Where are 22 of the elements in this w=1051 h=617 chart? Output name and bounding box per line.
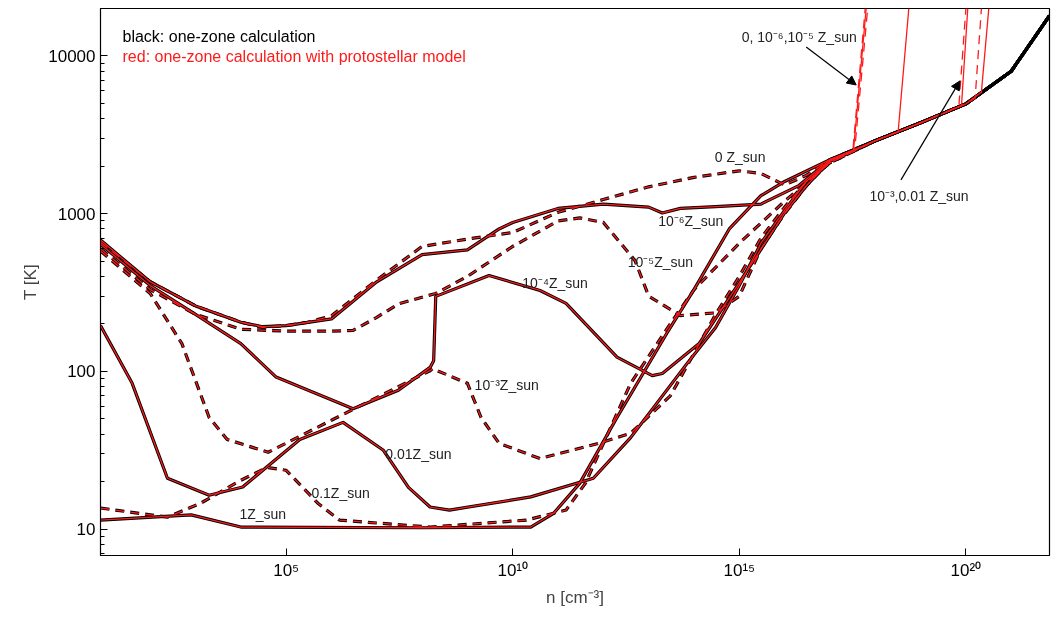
x-tick-label: 10¹⁰ bbox=[497, 560, 529, 580]
annotation: 10⁻³,0.01 Z_sun bbox=[869, 187, 969, 204]
y-tick-label: 10000 bbox=[48, 46, 96, 66]
y-axis-title: T [K] bbox=[21, 264, 41, 300]
x-tick-label: 10⁵ bbox=[273, 560, 300, 580]
text: red: one-zone calculation with protostellar model bbox=[122, 48, 466, 65]
annotation: 0, 10⁻⁶,10⁻⁵ Z_sun bbox=[741, 28, 857, 45]
annotation: 10⁻⁵Z_sun bbox=[627, 254, 694, 271]
x-tick-label: 10²⁰ bbox=[950, 560, 982, 580]
annotation: 10⁻⁴Z_sun bbox=[522, 274, 588, 291]
y-tick-label: 1000 bbox=[57, 204, 96, 224]
annotation: 0 Z_sun bbox=[714, 149, 766, 166]
y-tick-label: 100 bbox=[67, 362, 96, 382]
annotation: 10⁻⁶Z_sun bbox=[658, 212, 724, 229]
x-axis-title: n [cm⁻³] bbox=[546, 587, 604, 607]
text: black: one-zone calculation bbox=[122, 28, 316, 45]
annotation: 1Z_sun bbox=[239, 506, 287, 523]
y-tick-label: 10 bbox=[76, 520, 96, 540]
annotation: 0.01Z_sun bbox=[385, 445, 452, 462]
x-tick-label: 10¹⁵ bbox=[723, 560, 756, 580]
annotation: 0.1Z_sun bbox=[311, 484, 370, 501]
annotation: 10⁻³Z_sun bbox=[474, 377, 539, 394]
